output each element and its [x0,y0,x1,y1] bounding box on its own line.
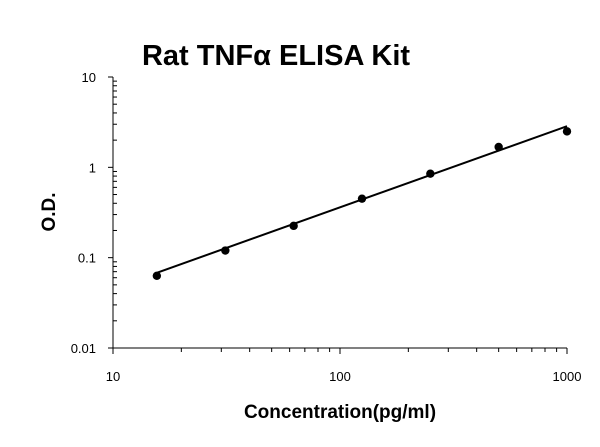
y-tick-label: 10 [82,70,96,85]
x-tick-label: 1000 [553,369,582,384]
x-tick-label: 10 [106,369,120,384]
data-points [152,127,572,280]
data-point [562,127,572,136]
chart-title: Rat TNFα ELISA Kit [142,40,410,72]
plot-area [152,125,572,280]
data-point [426,169,435,178]
x-tick-label: 100 [329,369,351,384]
data-point [221,246,230,255]
data-point [357,194,367,203]
y-tick-label: 1 [89,160,96,175]
data-point [289,221,298,231]
x-axis-title: Concentration(pg/ml) [244,402,436,423]
y-tick-label: 0.01 [71,341,96,356]
x-ticks: 10 100 1000 [106,348,582,384]
y-axis: 10 1 0.1 0.01 [71,70,117,356]
y-ticks: 10 1 0.1 0.01 [71,70,117,356]
y-axis-title: O.D. [39,192,60,231]
data-point [152,271,162,280]
x-axis: 10 100 1000 [106,347,582,384]
y-tick-label: 0.1 [78,251,96,266]
data-point [494,142,503,152]
